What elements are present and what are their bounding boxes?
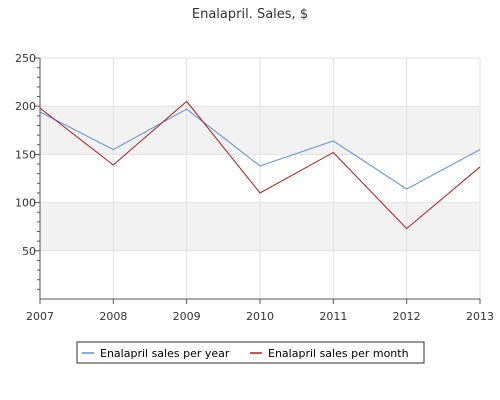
axes — [34, 57, 481, 304]
series-line-2 — [39, 100, 481, 230]
x-tick-label: 2013 — [466, 310, 494, 323]
series-line-1 — [39, 108, 481, 190]
legend-label-1: Enalapril sales per year — [100, 347, 230, 360]
legend-label-2: Enalapril sales per month — [268, 347, 409, 360]
x-tick-label: 2012 — [393, 310, 421, 323]
y-tick-label: 250 — [15, 52, 36, 65]
x-tick-label: 2011 — [319, 310, 347, 323]
y-tick-label: 100 — [15, 197, 36, 210]
x-tick-label: 2007 — [26, 310, 54, 323]
y-axis-ticks: 50 100 150 200 250 — [15, 52, 36, 258]
x-tick-label: 2008 — [99, 310, 127, 323]
y-tick-label: 200 — [15, 100, 36, 113]
x-axis-ticks: 2007 2008 2009 2010 2011 2012 2013 — [26, 310, 494, 323]
y-tick-label: 150 — [15, 148, 36, 161]
y-tick-label: 50 — [22, 245, 36, 258]
legend: Enalapril sales per year Enalapril sales … — [76, 341, 425, 364]
series-lines — [39, 100, 481, 230]
chart-title: Enalapril. Sales, $ — [192, 7, 308, 22]
x-tick-label: 2010 — [246, 310, 274, 323]
grid-lines — [40, 57, 481, 299]
x-tick-label: 2009 — [173, 310, 201, 323]
